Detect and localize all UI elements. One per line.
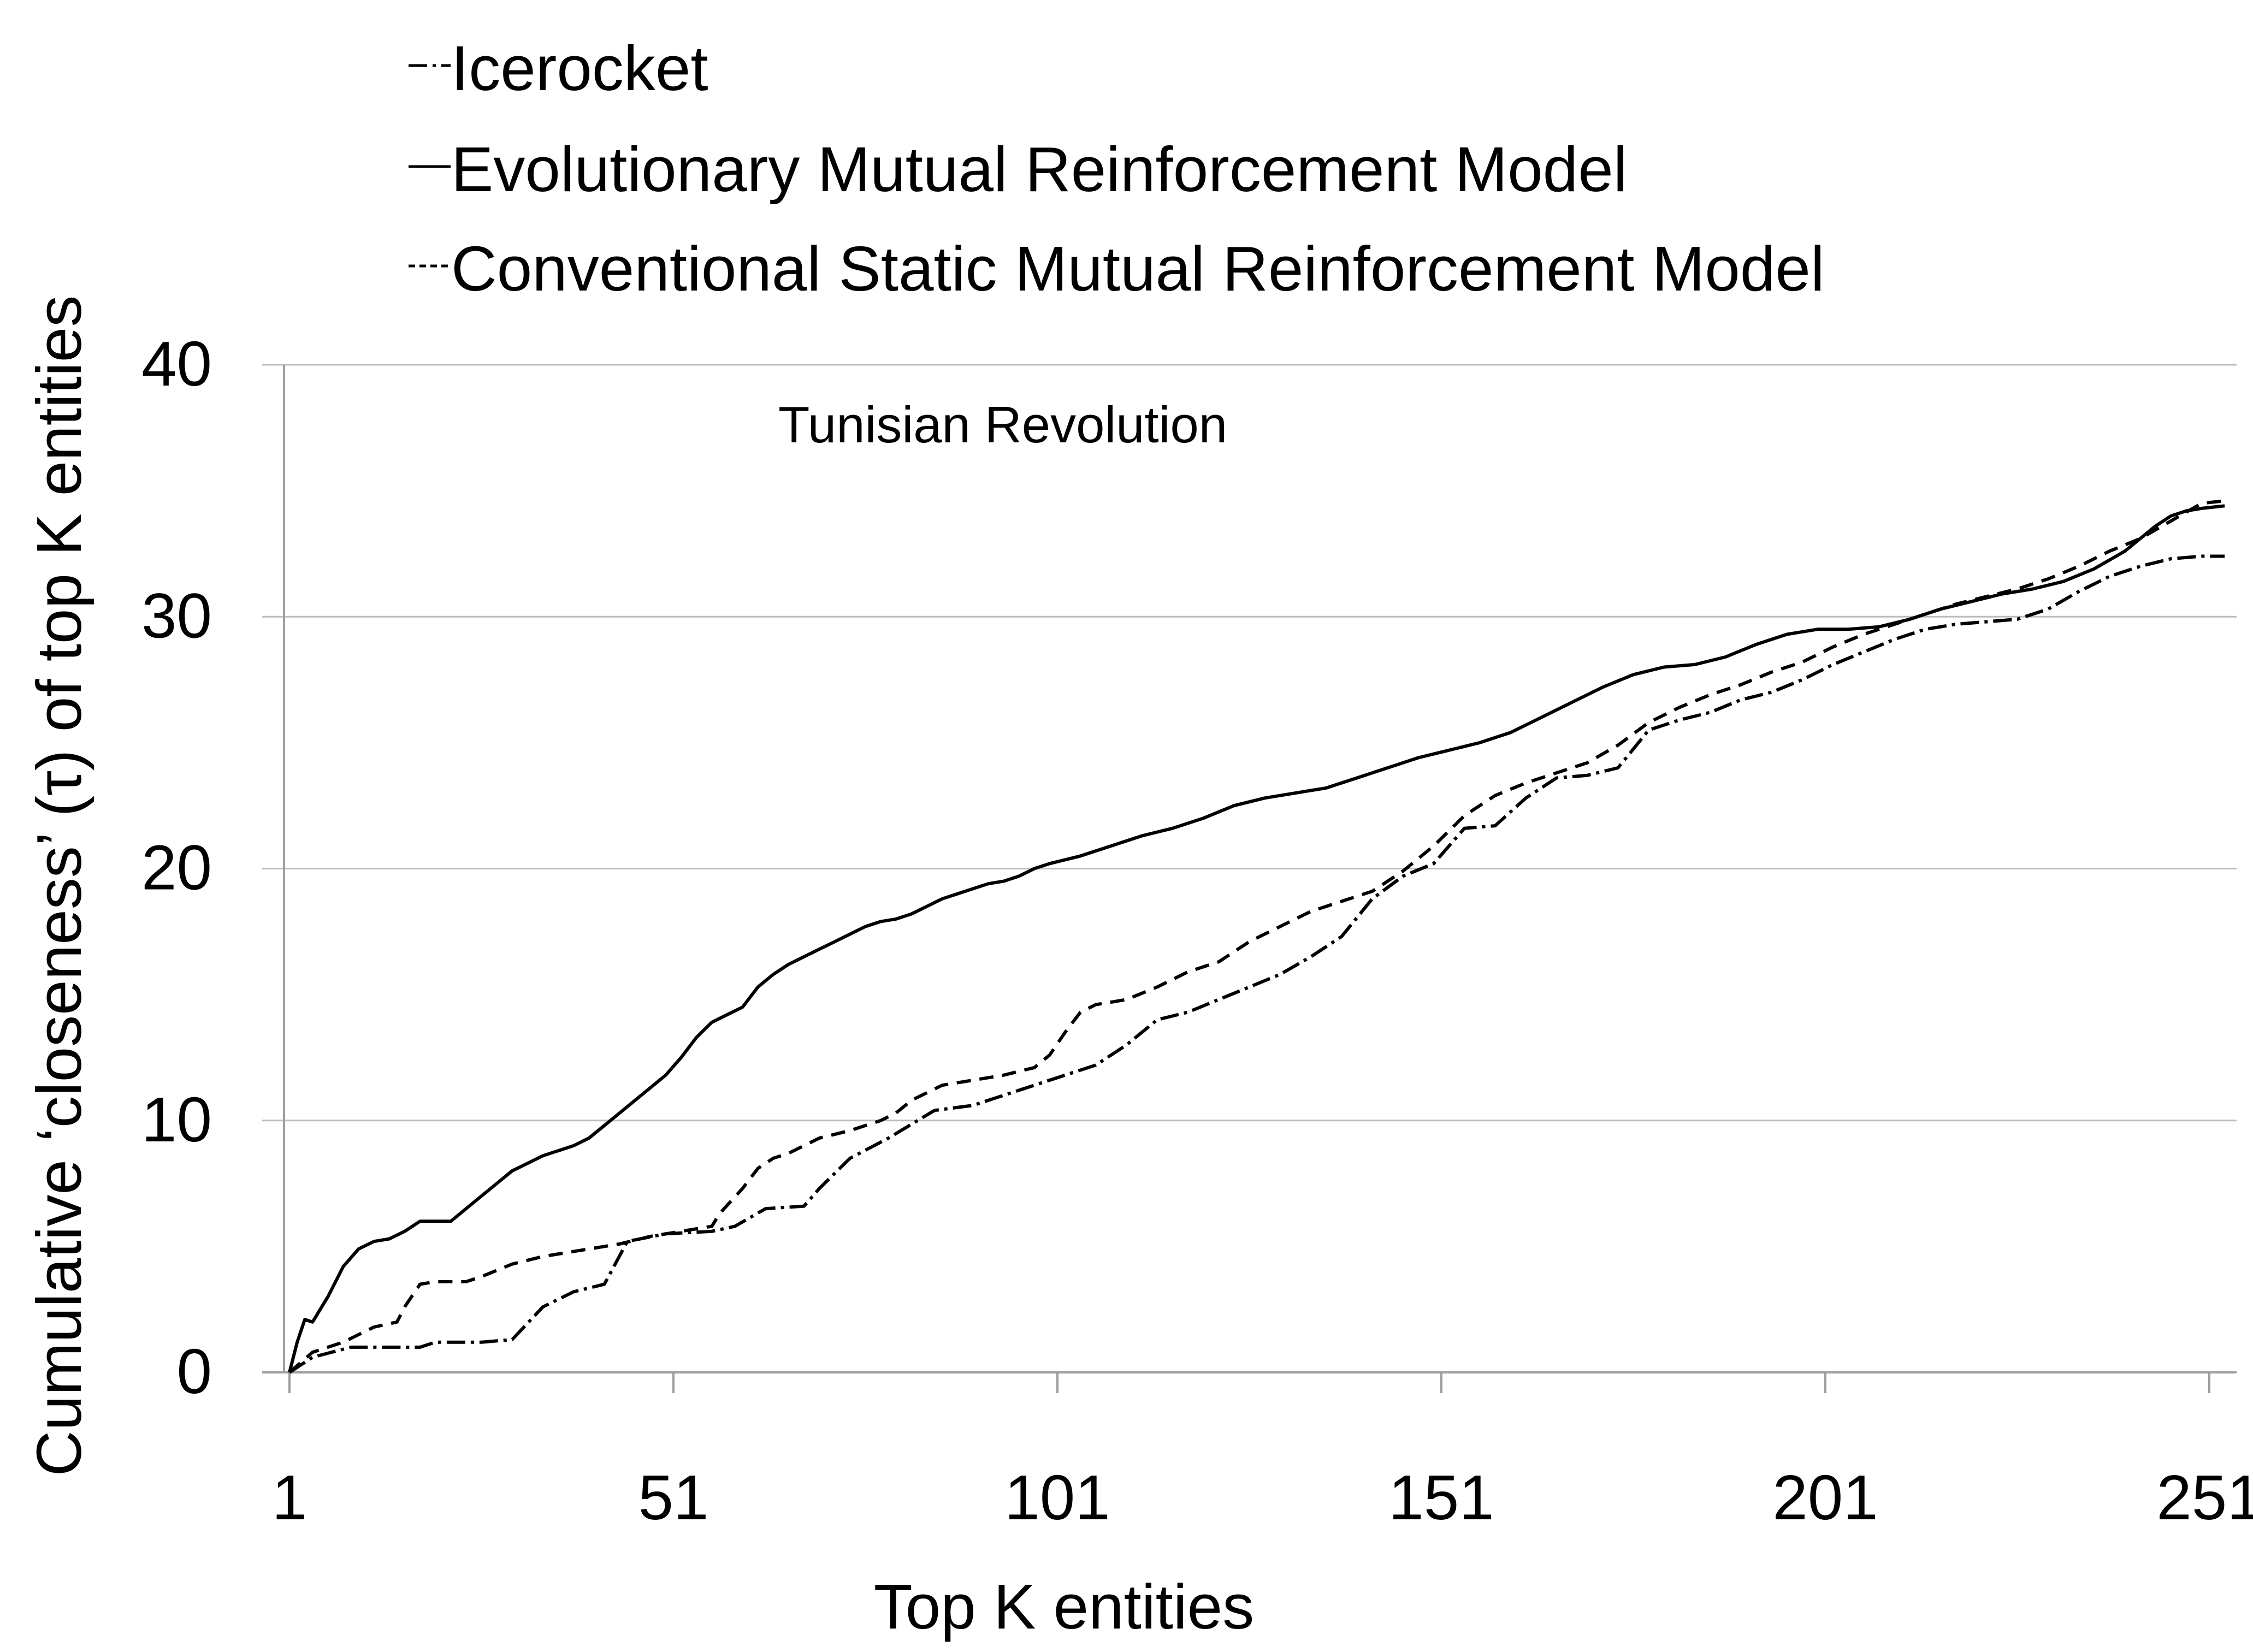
grid: [262, 364, 2237, 1122]
legend-label-3: Conventional Static Mutual Reinforcement…: [451, 233, 1825, 304]
x-tick-label: 251: [2156, 1462, 2253, 1533]
y-tick-label: 0: [176, 1336, 212, 1407]
legend-label-2: Evolutionary Mutual Reinforcement Model: [451, 134, 1627, 205]
y-axis-label: Cumulative ‘closeness’ (τ) of top K enti…: [23, 295, 94, 1477]
plot-area: [288, 499, 2225, 1374]
legend-label-1: Icerocket: [451, 33, 708, 104]
x-tick-label: 51: [638, 1462, 708, 1533]
y-tick-label: 20: [141, 832, 212, 903]
series-line-3: [288, 499, 2225, 1374]
y-tick-label: 10: [141, 1084, 212, 1155]
series-line-2: [288, 504, 2225, 1373]
x-tick-label: 101: [1004, 1462, 1110, 1533]
y-tick-label: 30: [141, 580, 212, 651]
x-axis-label: Top K entities: [874, 1571, 1254, 1642]
y-tick-label: 40: [141, 328, 212, 399]
x-tick-label: 1: [272, 1462, 308, 1533]
x-tick-label: 201: [1772, 1462, 1878, 1533]
legend: Icerocket Evolutionary Mutual Reinforceme…: [409, 33, 1825, 304]
chart-title: Tunisian Revolution: [778, 396, 1227, 453]
x-tick-label: 151: [1388, 1462, 1494, 1533]
series-line-1: [288, 554, 2225, 1374]
